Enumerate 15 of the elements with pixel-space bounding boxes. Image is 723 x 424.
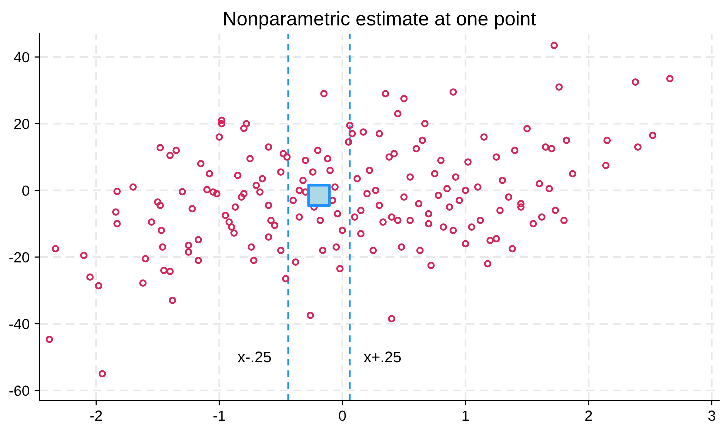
y-tick-label: -20	[10, 252, 30, 263]
x-tick-label: 1	[462, 410, 470, 421]
x-tick-label: -1	[214, 410, 226, 421]
x-tick-label: 0	[339, 410, 346, 422]
y-tick-label: 40	[14, 52, 30, 63]
x-tick-label: -2	[90, 410, 102, 421]
x-tick-label: 3	[708, 410, 716, 422]
ref-line-label: x+.25	[364, 352, 402, 363]
y-tick-label: -60	[10, 386, 30, 396]
y-tick-label: 20	[14, 119, 30, 130]
y-tick-label: -40	[10, 319, 30, 330]
x-tick-label: 2	[586, 410, 592, 421]
ref-line-label: x-.25	[238, 352, 272, 363]
y-tick-label: 0	[22, 186, 30, 196]
chart-title: Nonparametric estimate at one point	[224, 11, 536, 30]
